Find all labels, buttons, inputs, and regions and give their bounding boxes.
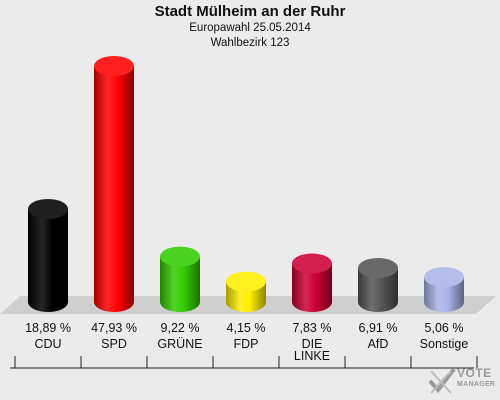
category-label: AfD xyxy=(368,337,389,351)
value-label: 18,89 % xyxy=(25,321,71,335)
bar-afd xyxy=(358,257,398,312)
category-label: GRÜNE xyxy=(157,337,202,351)
chart-subtitle: Europawahl 25.05.2014 xyxy=(189,22,311,34)
chart-title: Stadt Mülheim an der Ruhr xyxy=(154,3,346,20)
brand-line-2: MANAGER xyxy=(457,381,496,388)
bar-fdp xyxy=(226,271,266,312)
brand-line-1: VOTE xyxy=(457,366,492,380)
category-label: FDP xyxy=(234,337,259,351)
category-label: DIE xyxy=(302,337,323,351)
value-label: 5,06 % xyxy=(425,321,464,335)
bar-sonstige xyxy=(424,267,464,312)
value-label: 47,93 % xyxy=(91,321,137,335)
category-label: SPD xyxy=(101,337,127,351)
value-label: 6,91 % xyxy=(359,321,398,335)
bar-die-linke xyxy=(292,253,332,312)
bar-spd xyxy=(94,56,134,312)
bar-cdu xyxy=(28,198,68,312)
chart-district: Wahlbezirk 123 xyxy=(210,37,290,49)
category-label: CDU xyxy=(34,337,61,351)
vote-manager-logo: VOTE MANAGER xyxy=(427,366,499,396)
category-label: LINKE xyxy=(294,349,330,363)
value-label: 7,83 % xyxy=(293,321,332,335)
category-label: Sonstige xyxy=(420,337,469,351)
value-label: 4,15 % xyxy=(227,321,266,335)
chart-header: Stadt Mülheim an der Ruhr Europawahl 25.… xyxy=(0,3,500,51)
checkmark-icon xyxy=(428,367,456,394)
value-label: 9,22 % xyxy=(161,321,200,335)
bar-gr-ne xyxy=(160,246,200,312)
